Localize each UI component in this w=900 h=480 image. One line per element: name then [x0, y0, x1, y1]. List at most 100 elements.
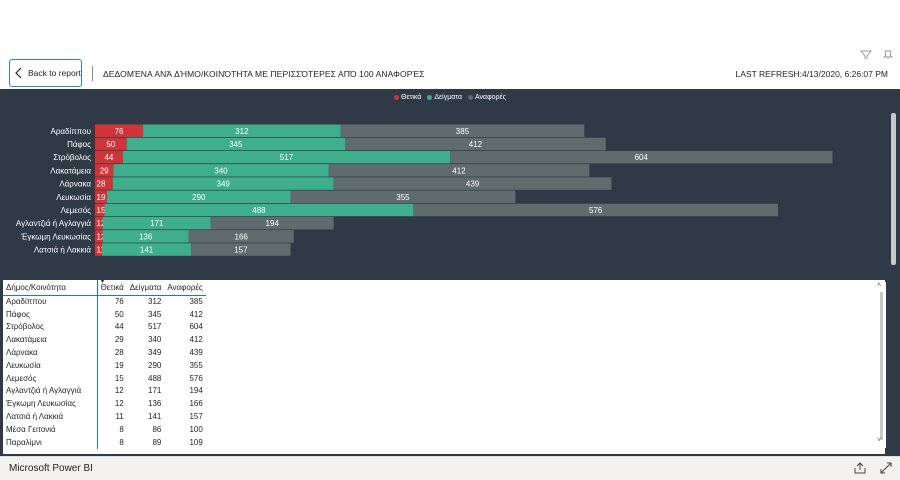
- data-label: 439: [466, 180, 480, 189]
- bar-positive[interactable]: [95, 243, 102, 256]
- bar-reports[interactable]: [290, 190, 516, 204]
- scroll-down-icon[interactable]: ˅: [877, 437, 882, 444]
- table-row[interactable]: Λεμεσός 15 488 576: [3, 371, 206, 385]
- bar-positive[interactable]: [95, 190, 108, 204]
- bar-positive[interactable]: [95, 203, 105, 217]
- bar-reports[interactable]: [345, 137, 606, 151]
- cell-positive: 11: [115, 412, 124, 422]
- category-label: Αραδίππου: [51, 127, 92, 136]
- legend-item-reports[interactable]: Αναφορές: [468, 94, 506, 101]
- bar-reports[interactable]: [413, 203, 779, 217]
- category-label: Λεμεσός: [61, 206, 91, 215]
- table-row[interactable]: Στρόβολος 44 517 604: [3, 320, 206, 334]
- cell-reports: 109: [189, 437, 203, 447]
- brand-label[interactable]: Microsoft Power BI: [9, 463, 93, 474]
- data-label: 349: [217, 180, 231, 189]
- cell-positive: 44: [114, 322, 124, 332]
- bar-samples[interactable]: [107, 190, 291, 204]
- data-label: 412: [469, 140, 483, 149]
- bar-positive[interactable]: [95, 137, 127, 151]
- cell-reports: 439: [189, 348, 203, 358]
- data-label: 517: [280, 153, 294, 162]
- column-header-positive[interactable]: ▼ Θετικά: [97, 280, 127, 296]
- cell-municipality: Έγκωμη Λευκωσίας: [3, 397, 98, 411]
- cell-samples: 517: [148, 322, 162, 332]
- blank-visual-area: [224, 280, 885, 454]
- bar-samples[interactable]: [112, 177, 334, 190]
- cell-samples: 349: [148, 348, 162, 358]
- data-label: 194: [266, 219, 280, 228]
- cell-samples: 136: [148, 399, 162, 409]
- legend-item-samples[interactable]: Δείγματα: [427, 94, 462, 101]
- cell-reports: 385: [189, 297, 203, 307]
- bar-reports[interactable]: [450, 150, 833, 164]
- bar-positive[interactable]: [95, 177, 113, 190]
- scroll-up-icon[interactable]: ˄: [877, 282, 882, 289]
- bar-samples[interactable]: [102, 230, 189, 243]
- cell-municipality: Στρόβολος: [3, 320, 98, 334]
- report-header: Back to report ΔΕΔΟΜΈΝΑ ΑΝΆ ΔΉΜΟ/ΚΟΙΝΌΤΗ…: [0, 59, 900, 89]
- table-scrollbar[interactable]: ˄ ˅: [876, 282, 886, 448]
- bar-samples[interactable]: [122, 150, 451, 164]
- legend-label-reports: Αναφορές: [475, 94, 507, 101]
- bar-positive[interactable]: [95, 216, 103, 230]
- bar-reports[interactable]: [333, 177, 612, 190]
- column-header-reports[interactable]: Αναφορές: [164, 280, 206, 296]
- bar-reports[interactable]: [188, 230, 294, 243]
- chart-scrollbar[interactable]: [891, 113, 896, 265]
- bar-samples[interactable]: [104, 203, 414, 217]
- cell-samples: 312: [148, 297, 162, 307]
- bar-positive[interactable]: [95, 164, 114, 177]
- fullscreen-icon[interactable]: [880, 462, 892, 474]
- bar-positive[interactable]: [95, 150, 123, 164]
- table-row[interactable]: Πάφος 50 345 412: [3, 307, 206, 321]
- data-label: 576: [589, 206, 603, 215]
- cell-positive: 28: [114, 348, 124, 358]
- category-label: Λακατάμεια: [50, 166, 91, 175]
- table-row[interactable]: Λατσιά ή Λακκιά 11 141 157: [3, 410, 206, 423]
- table-row[interactable]: Λακατάμεια 29 340 412: [3, 333, 206, 347]
- data-label: 171: [150, 219, 164, 228]
- share-icon[interactable]: [854, 462, 866, 474]
- column-header-municipality[interactable]: Δήμος/Κοινότητα: [3, 280, 98, 296]
- bar-reports[interactable]: [210, 216, 334, 230]
- bar-samples[interactable]: [126, 137, 346, 151]
- bar-reports[interactable]: [191, 243, 291, 256]
- table-row[interactable]: Αραδίππου 76 312 385: [3, 295, 206, 308]
- column-header-samples[interactable]: Δείγματα: [126, 280, 165, 296]
- legend-item-positive[interactable]: Θετικά: [394, 94, 421, 101]
- cell-samples: 141: [148, 412, 162, 422]
- table-row[interactable]: Αγλαντζιά ή Αγλαγγιά 12 171 194: [3, 384, 206, 398]
- data-label: 15: [97, 206, 106, 215]
- back-button-label: Back to report: [28, 68, 81, 78]
- cell-positive: 50: [114, 309, 124, 319]
- bar-samples[interactable]: [102, 216, 211, 230]
- table-row[interactable]: Λευκωσία 19 290 355: [3, 358, 206, 372]
- cell-municipality: Πάφος: [3, 307, 98, 321]
- cell-samples: 290: [148, 360, 162, 370]
- bar-samples[interactable]: [113, 164, 329, 177]
- bar-samples[interactable]: [143, 124, 341, 138]
- bar-reports[interactable]: [328, 164, 590, 177]
- category-label: Λευκωσία: [56, 193, 91, 202]
- chart-legend: Θετικά Δείγματα Αναφορές: [394, 94, 506, 101]
- cell-reports: 166: [189, 399, 203, 409]
- cell-reports: 604: [189, 322, 203, 332]
- table-row[interactable]: Έγκωμη Λευκωσίας 12 136 166: [3, 397, 206, 411]
- bar-reports[interactable]: [340, 124, 585, 138]
- cell-positive: 15: [114, 373, 124, 383]
- table-row[interactable]: Παραλίμνι 8 89 109: [3, 435, 206, 449]
- data-label: 11: [97, 246, 106, 255]
- bar-positive[interactable]: [95, 124, 144, 138]
- scrollbar-thumb[interactable]: [880, 292, 883, 440]
- bar-positive[interactable]: [95, 230, 103, 243]
- legend-swatch-samples: [427, 95, 433, 100]
- last-refresh-text: LAST REFRESH:4/13/2020, 6:26:07 PM: [735, 69, 888, 79]
- bar-samples[interactable]: [101, 243, 192, 256]
- table-row[interactable]: Λάρνακα 28 349 439: [3, 346, 206, 359]
- data-table: Δήμος/Κοινότητα ▼ Θετικά Δείγματα Αναφορέ…: [3, 280, 224, 454]
- back-to-report-button[interactable]: Back to report: [9, 59, 82, 87]
- table-row[interactable]: Μέσα Γειτονιά 8 86 100: [3, 422, 206, 436]
- cell-municipality: Λεμεσός: [3, 371, 98, 385]
- category-label: Αγλαντζιά ή Αγλαγγιά: [16, 219, 91, 228]
